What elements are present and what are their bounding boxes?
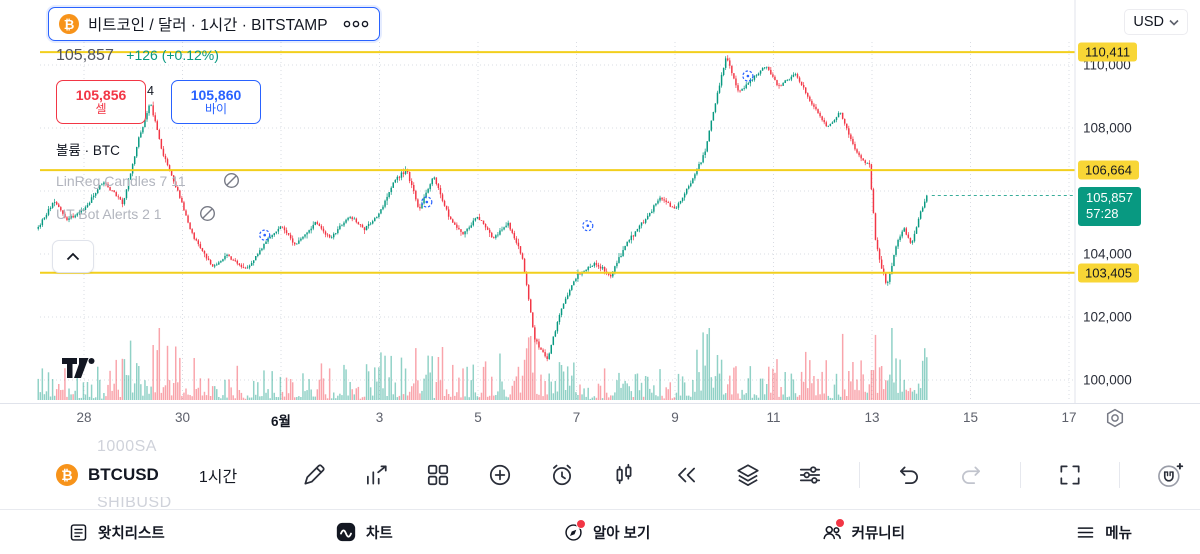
time-axis[interactable]: 28 30 6월 3 5 7 9 11 13 15 17 — [0, 403, 1200, 433]
community-icon — [821, 518, 845, 543]
add-icon[interactable] — [487, 462, 513, 488]
chart-region: 110,000 108,000 104,000 102,000 100,000 110,4… — [0, 0, 1200, 433]
magnet-add-icon[interactable] — [1156, 461, 1184, 489]
nav-menu[interactable]: 메뉴 — [1075, 522, 1132, 543]
object-tree-icon[interactable] — [735, 462, 761, 488]
nav-label: 메뉴 — [1105, 525, 1132, 542]
indicators-icon[interactable] — [363, 462, 389, 488]
buy-price: 105,860 — [190, 87, 242, 104]
bar-countdown: 57:28 — [1086, 206, 1119, 222]
price-chart-canvas[interactable] — [0, 0, 1200, 432]
draw-icon[interactable] — [301, 462, 327, 488]
indicator-row-utbot: UT Bot Alerts 2 1 — [56, 204, 217, 223]
toolbar-separator — [1020, 461, 1022, 488]
symbol-button[interactable]: ₿ 비트코인 / 달러 · 1시간 · BITSTAMP — [48, 7, 380, 41]
price-tick: 102,000 — [1083, 309, 1132, 325]
notification-dot — [575, 518, 586, 529]
symbol-title: 비트코인 / 달러 · 1시간 · BITSTAMP — [88, 17, 328, 34]
bottom-nav: 왓치리스트 차트 알아 보기 — [0, 509, 1200, 554]
toolbar-separator — [859, 461, 861, 488]
time-tick: 13 — [864, 410, 880, 425]
price-readout: 105,857 +126 (+0.12%) — [56, 47, 219, 65]
toolbar-symbol-label: BTCUSD — [88, 464, 159, 484]
watchlist-ghost-row: 1000SA — [97, 438, 157, 455]
time-tick: 6월 — [271, 414, 291, 429]
currency-selector[interactable]: USD — [1124, 9, 1188, 35]
tradingview-logo[interactable] — [62, 358, 96, 379]
nav-label: 커뮤니티 — [851, 525, 905, 542]
watchlist-ghost-row: SHIBUSD — [97, 494, 172, 511]
replay-icon[interactable] — [673, 462, 699, 488]
nav-community[interactable]: 커뮤니티 — [821, 518, 905, 543]
time-tick: 9 — [671, 410, 679, 425]
more-options-icon[interactable] — [343, 19, 369, 29]
time-tick: 11 — [766, 410, 781, 425]
price-change: +126 (+0.12%) — [126, 47, 219, 63]
watchlist-icon — [68, 522, 89, 543]
alarm-clock-icon[interactable] — [549, 462, 575, 488]
sell-label: 셀 — [95, 102, 107, 117]
notification-dot — [834, 518, 845, 528]
level-price-badge: 106,664 — [1078, 160, 1139, 180]
collapse-legend-button[interactable] — [52, 240, 94, 273]
last-price: 105,857 — [56, 47, 114, 64]
eye-hidden-icon[interactable] — [222, 171, 241, 190]
fullscreen-icon[interactable] — [1057, 462, 1083, 488]
indicator-name[interactable]: UT Bot Alerts 2 1 — [56, 205, 162, 222]
nav-label: 왓치리스트 — [98, 525, 165, 542]
indicator-name[interactable]: LinReg Candles 7 11 — [56, 172, 186, 189]
price-axis[interactable]: 110,000 108,000 104,000 102,000 100,000 110,4… — [1075, 0, 1200, 403]
undo-icon[interactable] — [896, 462, 922, 488]
time-tick: 28 — [76, 410, 92, 425]
chart-toolbar: ₿ BTCUSD 1시간 — [0, 452, 1200, 497]
eye-hidden-icon[interactable] — [198, 204, 217, 223]
sell-button[interactable]: 105,856 셀 — [56, 80, 146, 124]
last-price-badge: 105,857 57:28 — [1078, 186, 1141, 227]
buy-button[interactable]: 105,860 바이 — [171, 80, 261, 124]
toolbar-separator — [1119, 461, 1121, 488]
nav-explore[interactable]: 알아 보기 — [563, 518, 651, 543]
nav-label: 알아 보기 — [592, 525, 651, 542]
chart-settings-icon[interactable] — [1104, 407, 1126, 429]
level-price-badge: 103,405 — [1078, 263, 1139, 283]
menu-icon — [1075, 522, 1096, 543]
settings-sliders-icon[interactable] — [797, 462, 823, 488]
nav-watchlist[interactable]: 왓치리스트 — [68, 522, 165, 543]
spread-value: 4 — [147, 84, 154, 98]
time-tick: 15 — [962, 410, 979, 425]
time-tick: 30 — [174, 410, 191, 425]
time-tick: 5 — [474, 410, 482, 425]
toolbar-icons — [301, 461, 1184, 489]
currency-value: USD — [1133, 14, 1164, 30]
layouts-icon[interactable] — [425, 462, 451, 488]
chevron-up-icon — [66, 252, 80, 261]
nav-chart[interactable]: 차트 — [335, 521, 393, 543]
time-tick: 7 — [572, 410, 581, 425]
time-tick: 3 — [375, 410, 384, 425]
bitcoin-icon: ₿ — [59, 14, 79, 34]
chart-icon — [335, 521, 357, 543]
price-tick: 108,000 — [1083, 120, 1132, 136]
time-tick: 17 — [1061, 410, 1077, 425]
redo-icon[interactable] — [958, 462, 984, 488]
explore-icon — [563, 518, 586, 543]
buy-label: 바이 — [204, 102, 228, 117]
volume-legend[interactable]: 볼륨 · BTC — [56, 143, 120, 158]
price-tick: 104,000 — [1083, 246, 1132, 262]
bitcoin-icon: ₿ — [56, 463, 78, 486]
chevron-down-icon — [1169, 19, 1179, 26]
bar-style-icon[interactable] — [611, 462, 637, 488]
indicator-row-linreg: LinReg Candles 7 11 — [56, 171, 241, 190]
toolbar-symbol-button[interactable]: ₿ BTCUSD — [56, 463, 159, 486]
level-price-badge: 110,411 — [1078, 42, 1138, 62]
price-tick: 100,000 — [1083, 372, 1132, 388]
nav-label: 차트 — [365, 525, 393, 542]
interval-button[interactable]: 1시간 — [198, 468, 238, 486]
sell-price: 105,856 — [75, 87, 127, 104]
